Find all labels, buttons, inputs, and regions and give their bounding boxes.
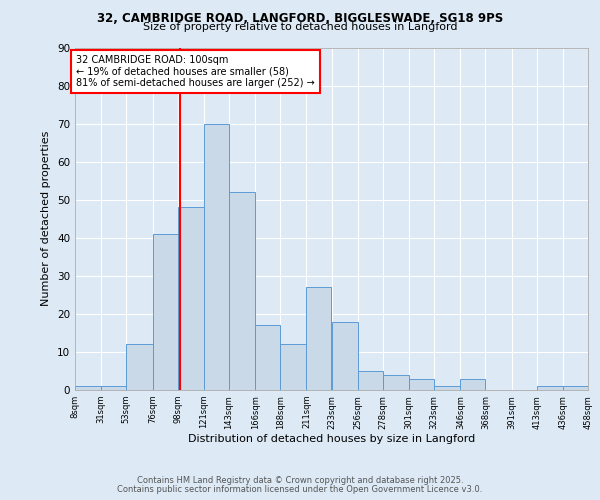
Y-axis label: Number of detached properties: Number of detached properties: [41, 131, 52, 306]
Text: Contains public sector information licensed under the Open Government Licence v3: Contains public sector information licen…: [118, 485, 482, 494]
Bar: [204, 124, 229, 390]
Bar: [563, 386, 588, 390]
Bar: [178, 208, 204, 390]
Text: Contains HM Land Registry data © Crown copyright and database right 2025.: Contains HM Land Registry data © Crown c…: [137, 476, 463, 485]
Bar: [434, 386, 460, 390]
Bar: [101, 386, 127, 390]
Bar: [280, 344, 307, 390]
Bar: [75, 386, 101, 390]
Bar: [536, 386, 563, 390]
Text: Size of property relative to detached houses in Langford: Size of property relative to detached ho…: [143, 22, 457, 32]
Text: 32, CAMBRIDGE ROAD, LANGFORD, BIGGLESWADE, SG18 9PS: 32, CAMBRIDGE ROAD, LANGFORD, BIGGLESWAD…: [97, 12, 503, 26]
Bar: [460, 378, 485, 390]
Bar: [255, 326, 280, 390]
Bar: [383, 375, 409, 390]
X-axis label: Distribution of detached houses by size in Langford: Distribution of detached houses by size …: [188, 434, 475, 444]
Bar: [126, 344, 152, 390]
Bar: [331, 322, 358, 390]
Bar: [358, 371, 383, 390]
Text: 32 CAMBRIDGE ROAD: 100sqm
← 19% of detached houses are smaller (58)
81% of semi-: 32 CAMBRIDGE ROAD: 100sqm ← 19% of detac…: [76, 55, 315, 88]
Bar: [229, 192, 255, 390]
Bar: [152, 234, 178, 390]
Bar: [307, 287, 331, 390]
Bar: [409, 378, 434, 390]
